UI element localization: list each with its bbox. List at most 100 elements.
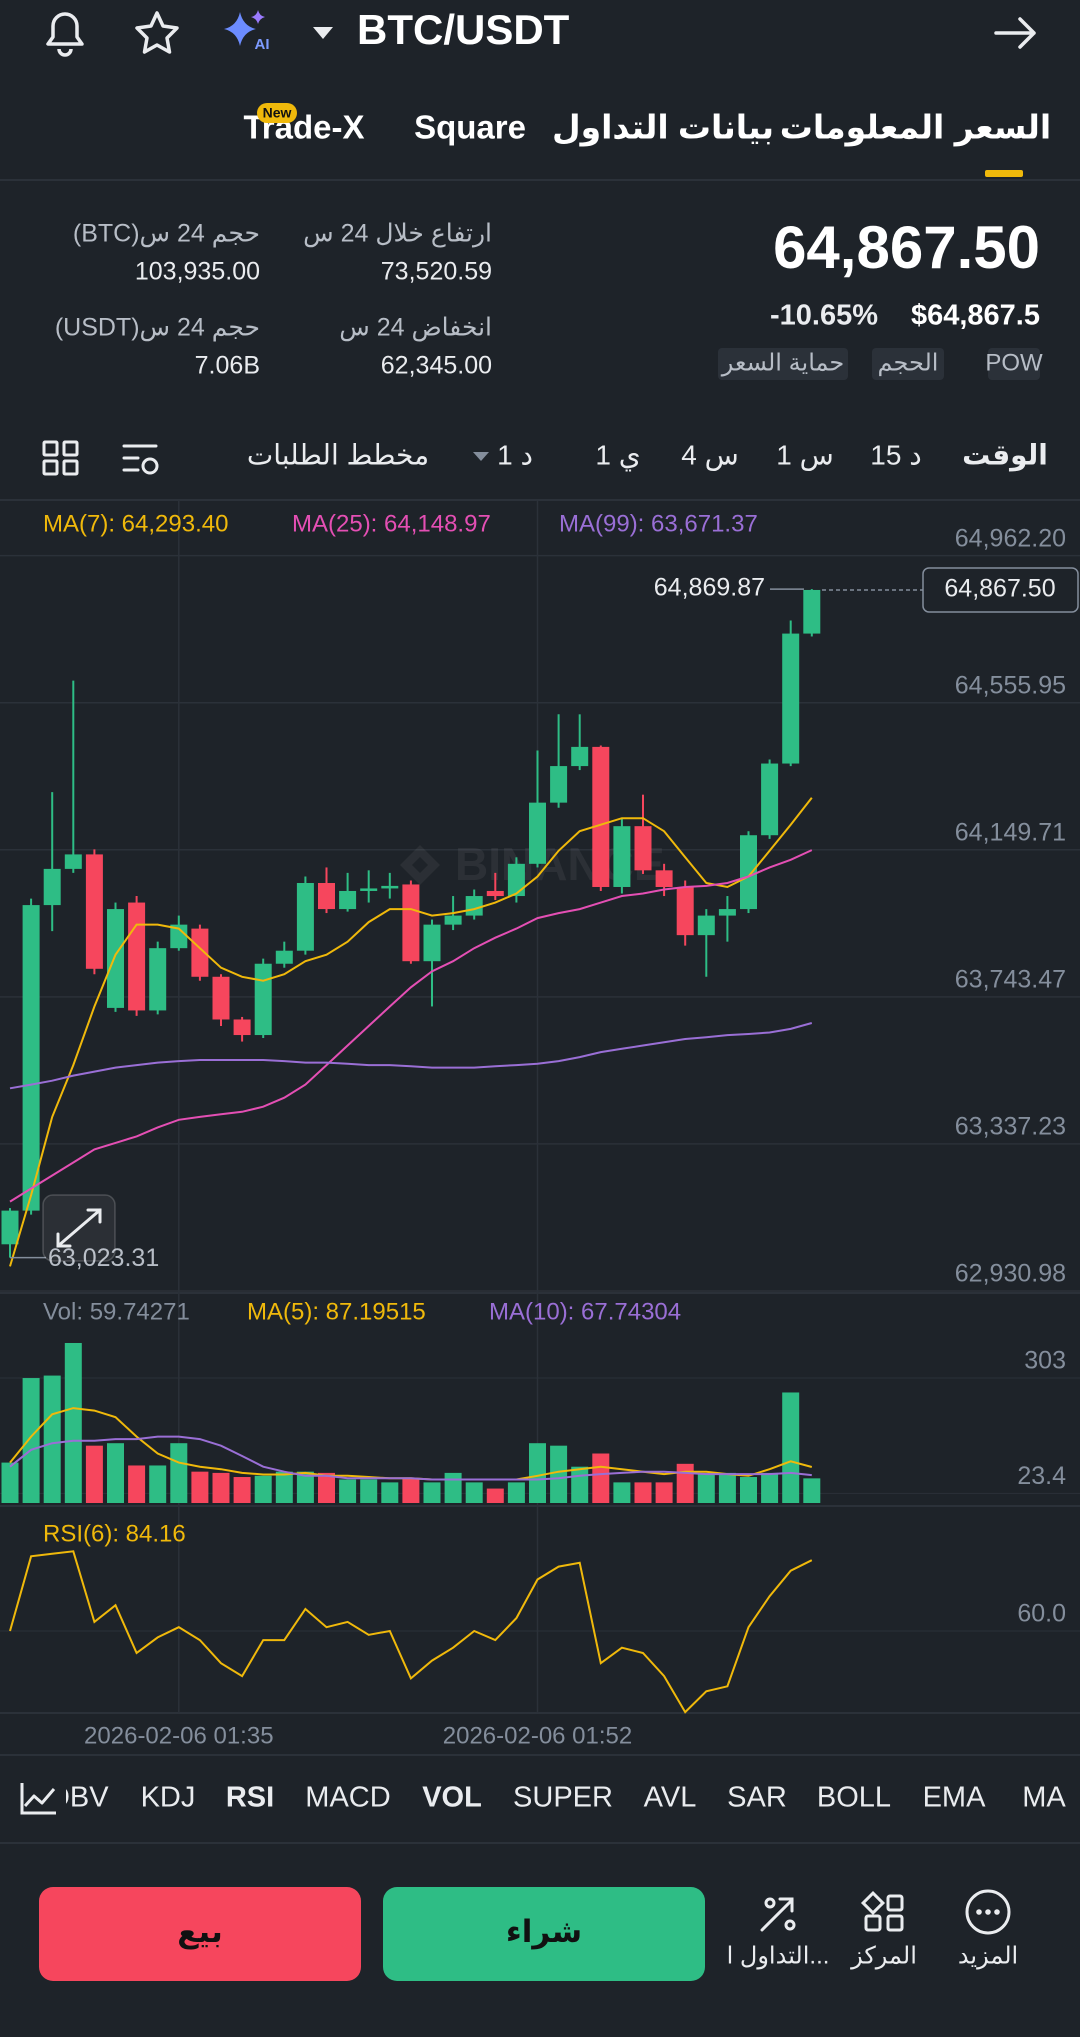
last-price-label: 64,867.50 xyxy=(944,575,1055,603)
ma-legend: MA(25): 64,148.97 xyxy=(292,510,491,537)
tab[interactable]: بيانات التداول xyxy=(552,109,774,148)
chart: 2026-02-06 01:35 2026-02-06 01:52 64,962.2… xyxy=(0,500,1080,1749)
timeframe[interactable]: 1 ي xyxy=(595,439,640,471)
tag-bg xyxy=(872,348,944,380)
ai-badge: AI xyxy=(255,36,270,53)
volume-legend: Vol: 59.74271 xyxy=(43,1298,190,1325)
last-price-box xyxy=(922,567,1079,613)
volume-bar xyxy=(761,1472,779,1503)
candle-body xyxy=(571,746,589,767)
high-marker-label: 64,869.87 xyxy=(654,574,765,602)
candle-body xyxy=(782,633,800,764)
pair-title[interactable]: BTC/USDT xyxy=(357,6,570,53)
tab[interactable]: Square xyxy=(414,109,526,146)
center-label[interactable]: المركز xyxy=(850,1942,917,1969)
candle-body xyxy=(22,905,40,1211)
stat-label: حجم 24 س(USDT) xyxy=(55,314,260,343)
candle-body xyxy=(85,854,103,969)
candle-body xyxy=(128,902,146,1011)
volume-bar xyxy=(318,1472,335,1503)
trade-label[interactable]: التداول ا... xyxy=(727,1942,830,1969)
indicator-tab[interactable]: BOLL xyxy=(817,1782,891,1814)
pair-caret[interactable] xyxy=(313,27,333,39)
indicator-tab[interactable]: SUPER xyxy=(513,1782,613,1814)
volume-ma-legend: MA(5): 87.19515 xyxy=(247,1298,426,1325)
share-arrow[interactable] xyxy=(994,17,1036,49)
expand-arrows xyxy=(56,1208,102,1248)
candle-body xyxy=(1,1210,19,1245)
timeframe[interactable]: 4 س xyxy=(681,439,739,471)
indicator-tab[interactable]: KDJ xyxy=(141,1782,196,1814)
expand-button[interactable] xyxy=(42,1194,116,1262)
timeframe[interactable]: 1 س xyxy=(776,439,834,471)
watermark-logo xyxy=(400,845,440,885)
indicator-tab[interactable]: MACD xyxy=(305,1782,390,1814)
buy-label[interactable]: شراء xyxy=(506,1914,582,1950)
volume-bar xyxy=(782,1392,800,1503)
volume-bar xyxy=(233,1477,251,1503)
interval-caret[interactable] xyxy=(473,452,489,461)
candle-body xyxy=(697,915,715,936)
center-icon[interactable] xyxy=(860,1890,904,1932)
stat-label: حجم 24 س(BTC) xyxy=(73,220,260,249)
indicator-tab[interactable]: EMA xyxy=(923,1782,987,1814)
usd-price: $64,867.5 xyxy=(911,300,1040,332)
volume-bar xyxy=(655,1482,673,1503)
rsi-tick-label: 60.0 xyxy=(1017,1600,1066,1628)
timeframe[interactable]: 15 د xyxy=(870,439,921,470)
buy-button[interactable] xyxy=(383,1887,705,1981)
more-label[interactable]: المزيد xyxy=(958,1942,1018,1969)
volume-ma-legend: MA(10): 67.74304 xyxy=(489,1298,681,1325)
timeframe[interactable]: الوقت xyxy=(962,439,1048,471)
tab[interactable]: السعر xyxy=(953,109,1051,148)
volume-ma-line xyxy=(9,1435,812,1481)
volume-bar xyxy=(212,1472,230,1503)
candle-body xyxy=(233,1019,251,1036)
indicator-tab[interactable]: VOL xyxy=(422,1782,482,1814)
price-tag: الحجم xyxy=(878,349,939,376)
volume-bar xyxy=(740,1477,757,1503)
chart-settings-icon[interactable] xyxy=(122,444,159,475)
volume-bar xyxy=(381,1482,399,1503)
x-tick-label: 2026-02-06 01:52 xyxy=(443,1722,633,1749)
indicator-tab[interactable]: MA xyxy=(1022,1782,1066,1814)
candle-body xyxy=(360,888,378,891)
volume-bar xyxy=(149,1465,167,1503)
volume-bar xyxy=(444,1472,462,1503)
candle-body xyxy=(149,948,167,1011)
volume-bar xyxy=(85,1445,103,1503)
stat-label: انخفاض 24 س xyxy=(339,314,492,342)
ma-legend: MA(7): 64,293.40 xyxy=(43,510,228,537)
volume-bar xyxy=(529,1443,546,1503)
candle-body xyxy=(318,883,335,910)
timeframe[interactable]: 1 د xyxy=(497,439,533,470)
sell-button[interactable] xyxy=(39,1887,361,1981)
indicator-tab[interactable]: SAR xyxy=(727,1782,787,1814)
layout-icon[interactable] xyxy=(42,440,79,476)
volume-bar xyxy=(423,1482,441,1503)
ma-line xyxy=(9,849,813,1203)
volume-bar xyxy=(1,1462,19,1503)
volume-bar xyxy=(402,1478,420,1503)
star-icon[interactable] xyxy=(135,11,179,54)
price-tag: حماية السعر xyxy=(721,349,844,376)
depth-chart[interactable]: مخطط الطلبات xyxy=(247,439,429,470)
y-tick-label: 63,743.47 xyxy=(955,965,1066,993)
trade-icon[interactable] xyxy=(760,1897,796,1932)
indicator-icon[interactable] xyxy=(10,1774,66,1824)
volume-bar xyxy=(571,1466,589,1503)
candle-body xyxy=(402,884,420,962)
indicator-tab[interactable]: RSI xyxy=(226,1782,274,1814)
ai-icon[interactable]: AI xyxy=(224,10,270,53)
price-change: -10.65% xyxy=(770,300,878,332)
sell-label[interactable]: بيع xyxy=(177,1914,222,1950)
volume-bar xyxy=(718,1472,736,1503)
rsi-legend: RSI(6): 84.16 xyxy=(43,1520,186,1547)
candle-body xyxy=(529,802,546,864)
tab[interactable]: المعلومات xyxy=(780,109,945,148)
more-icon[interactable] xyxy=(965,1889,1011,1935)
bell-icon[interactable] xyxy=(46,12,84,57)
indicator-tab[interactable]: AVL xyxy=(644,1782,697,1814)
candle-body xyxy=(423,924,441,962)
